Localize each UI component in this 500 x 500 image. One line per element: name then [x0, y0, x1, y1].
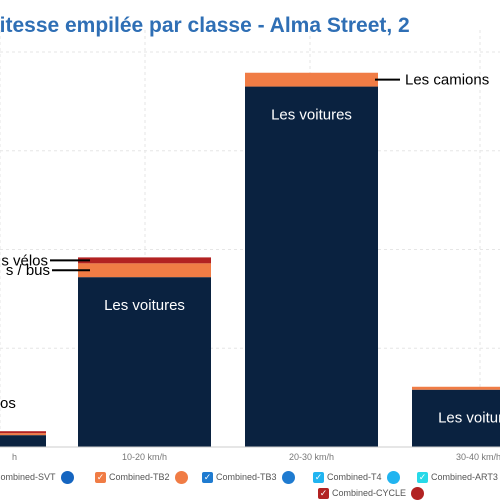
x-tick-label: 20-30 km/h: [289, 452, 334, 462]
bar-inside-label: Les voitures: [271, 107, 352, 124]
stacked-bar-chart: h 10-20 km/h 20-30 km/h 30-40 km/h Les voitu…: [0, 30, 500, 462]
legend-color-dot-icon: [281, 470, 295, 484]
legend-checkbox-icon[interactable]: ✓: [313, 471, 324, 483]
legend-label: Combined-CYCLE: [332, 488, 407, 498]
bar-segment-combined-tb2: [0, 433, 46, 436]
legend: ✓Combined-SVT✓Combined-TB2✓Combined-TB3✓…: [0, 470, 500, 484]
x-tick-label: 10-20 km/h: [122, 452, 167, 462]
annotation-label: os: [0, 395, 16, 412]
annotation-label: Les camions: [405, 72, 489, 89]
legend-color-dot-icon: [411, 486, 425, 500]
bar-segment-combined-svt: [78, 277, 211, 447]
legend-checkbox-icon[interactable]: ✓: [95, 471, 106, 483]
legend-item-combined-tb2[interactable]: ✓ Combined-TB2: [95, 470, 188, 484]
legend-label: Combined-T4: [327, 472, 382, 482]
legend-item-combined-art3[interactable]: ✓ Combined-ART3: [417, 470, 500, 484]
bar-segment-combined-svt: [0, 435, 46, 447]
legend-label: Combined-TB3: [216, 472, 277, 482]
legend-checkbox-icon[interactable]: ✓: [417, 471, 428, 483]
annotation-label: s / bus: [6, 262, 50, 279]
bar-inside-label: Les voitures: [104, 297, 185, 314]
bar-segment-combined-svt: [245, 86, 378, 447]
legend-item-combined-svt[interactable]: ✓Combined-SVT: [0, 470, 74, 484]
bar-segment-combined-tb2: [412, 386, 500, 390]
legend-color-dot-icon: [60, 470, 74, 484]
legend-label: Combined-ART3: [431, 472, 498, 482]
bar-segment-combined-tb2: [245, 72, 378, 87]
legend-checkbox-icon[interactable]: ✓: [202, 471, 213, 483]
legend-item-combined-tb3[interactable]: ✓ Combined-TB3: [202, 470, 295, 484]
bar-inside-label: Les voitures: [438, 410, 500, 427]
x-tick-label: 30-40 km/h: [456, 452, 500, 462]
annotation-label: s vélos: [1, 252, 48, 269]
legend-item-combined-cycle[interactable]: ✓ Combined-CYCLE: [318, 486, 425, 500]
bar-segment-combined-tb2: [78, 263, 211, 278]
bar-segment-combined-cycle: [78, 257, 211, 264]
legend-color-dot-icon: [386, 470, 400, 484]
legend-color-dot-icon: [174, 470, 188, 484]
legend-label: Combined-SVT: [0, 472, 56, 482]
chart-title: Vitesse empilée par classe - Alma Street…: [0, 14, 410, 37]
legend-label: Combined-TB2: [109, 472, 170, 482]
legend-checkbox-icon[interactable]: ✓: [318, 487, 329, 499]
x-tick-label: h: [12, 452, 17, 462]
bar-segment-combined-cycle: [0, 431, 46, 434]
legend-item-combined-t4[interactable]: ✓ Combined-T4: [313, 470, 400, 484]
bar-segment-combined-svt: [412, 389, 500, 447]
